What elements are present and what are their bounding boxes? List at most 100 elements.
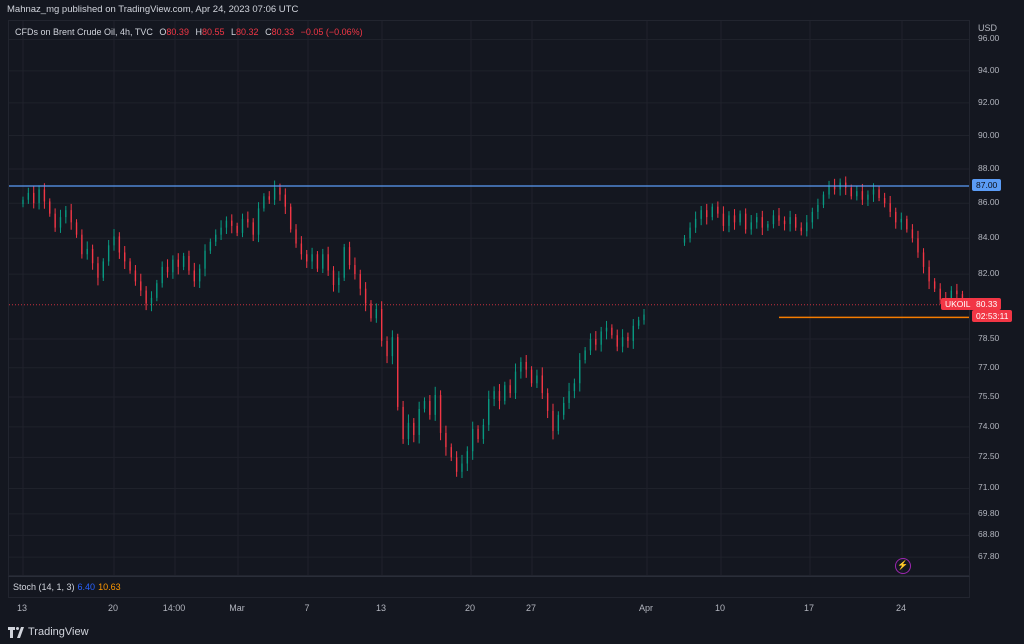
candle-body (643, 314, 645, 321)
candle-body (166, 266, 169, 273)
price-axis[interactable]: USD 96.00 94.00 92.00 90.00 88.00 86.00 84.00 8… (970, 20, 1024, 598)
price-tick-label: 69.80 (978, 507, 1000, 518)
candle-body (906, 218, 908, 230)
candle-body (525, 361, 527, 370)
candle-body (65, 210, 67, 218)
time-tick-label: 20 (464, 603, 476, 613)
candle-body (878, 189, 880, 199)
symbol-tag: UKOIL (941, 297, 975, 310)
stochastic-legend: Stoch (14, 1, 3) 6.40 10.63 (13, 582, 121, 592)
candle-body (252, 222, 254, 235)
candle-body (861, 191, 864, 200)
candle-body (637, 320, 640, 326)
price-tick-label: 88.00 (978, 162, 1000, 173)
candle-body (332, 270, 335, 286)
candle-body (124, 252, 126, 262)
candle-body (794, 217, 797, 228)
candle-body (43, 189, 46, 202)
candle-body (488, 398, 490, 425)
candle-body (402, 406, 404, 439)
candle-body (134, 270, 137, 282)
candle-body (600, 331, 602, 345)
candle-body (717, 206, 719, 214)
time-axis[interactable]: 13 20 14:00 Mar 7 13 20 27 Apr 10 17 24 (8, 598, 970, 618)
candle-body (900, 218, 902, 223)
tradingview-logo-icon (8, 626, 24, 638)
price-tick-label: 67.80 (978, 551, 1000, 562)
candle-body (928, 266, 930, 282)
candle-body (883, 198, 886, 204)
candle-body (241, 218, 244, 233)
candle-body (279, 187, 281, 195)
price-tick-label: 71.00 (978, 482, 1000, 493)
candle-body (530, 369, 533, 384)
candle-body (584, 350, 586, 361)
candle-body (493, 391, 495, 399)
candle-body (950, 290, 953, 302)
candle-body (150, 297, 153, 304)
candle-body (833, 186, 836, 190)
candle-body (750, 222, 752, 230)
candle-body (204, 250, 206, 269)
candle-body (97, 263, 99, 278)
symbol-name: CFDs on Brent Crude Oil, 4h, TVC (15, 27, 153, 37)
last-price-tag: 80.33 (972, 297, 1002, 310)
candle-body (817, 204, 819, 212)
candle-body (811, 211, 814, 223)
candle-body (477, 428, 479, 439)
candle-body (756, 217, 758, 223)
time-tick-label: 13 (375, 603, 387, 613)
high-value: 80.55 (201, 27, 225, 37)
price-chart[interactable] (9, 21, 970, 576)
candle-body (49, 201, 51, 214)
price-tick-label: 82.00 (978, 268, 1000, 279)
stochastic-label: Stoch (14, 1, 3) (13, 582, 75, 592)
candle-body (338, 277, 340, 286)
candle-body (956, 290, 958, 295)
time-tick-label: Apr (638, 603, 654, 613)
candle-body (700, 210, 702, 219)
candle-body (348, 247, 351, 266)
candle-body (595, 339, 597, 345)
candle-body (711, 206, 713, 218)
candle-body (471, 428, 474, 452)
candle-body (156, 283, 158, 298)
candle-body (81, 234, 83, 255)
candle-body (616, 335, 618, 347)
time-tick-label: 14:00 (162, 603, 186, 613)
candle-body (311, 254, 313, 262)
time-tick-label: 13 (16, 603, 28, 613)
candle-body (605, 327, 608, 332)
open-label: O (159, 27, 167, 37)
lightning-icon[interactable]: ⚡ (895, 558, 911, 574)
candle-body (744, 213, 747, 230)
candle-body (247, 218, 249, 223)
candle-body (445, 432, 447, 448)
candle-body (198, 268, 201, 282)
candle-body (161, 266, 163, 284)
tradingview-logo[interactable]: TradingView (8, 626, 89, 638)
time-tick-label: 10 (714, 603, 726, 613)
candle-body (140, 281, 142, 291)
candle-body (343, 247, 345, 278)
candle-body (75, 222, 78, 235)
candle-body (627, 337, 629, 341)
price-tick-label: 78.50 (978, 333, 1000, 344)
candle-body (789, 217, 791, 225)
candle-body (461, 463, 463, 472)
price-tick-label: 90.00 (978, 129, 1000, 140)
chart-pane[interactable]: CFDs on Brent Crude Oil, 4h, TVC O80.39 … (8, 20, 970, 576)
candle-body (118, 236, 121, 253)
low-value: 80.32 (236, 27, 259, 37)
time-tick-label: 27 (525, 603, 537, 613)
candle-body (557, 414, 560, 431)
candle-body (231, 220, 233, 226)
candle-body (380, 308, 383, 341)
time-tick-label: 20 (107, 603, 119, 613)
stochastic-pane[interactable]: Stoch (14, 1, 3) 6.40 10.63 (8, 576, 970, 598)
candle-body (939, 288, 941, 300)
candle-body (806, 222, 808, 232)
candle-body (689, 227, 691, 239)
candle-body (316, 254, 319, 269)
candle-body (504, 385, 506, 401)
